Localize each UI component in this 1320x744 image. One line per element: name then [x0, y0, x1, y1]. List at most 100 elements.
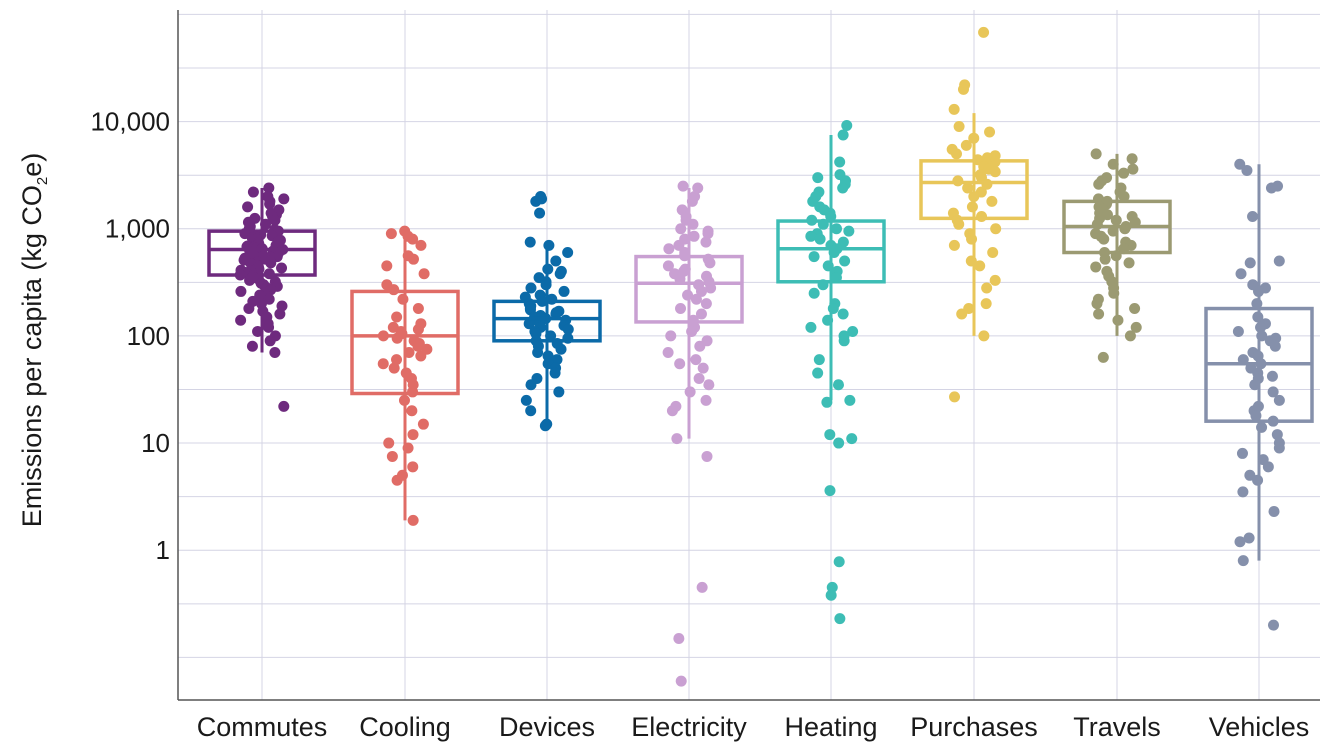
data-point — [805, 321, 817, 333]
data-point — [417, 418, 429, 430]
data-point — [1112, 314, 1124, 326]
data-point — [398, 394, 410, 406]
data-point — [966, 201, 978, 213]
data-point — [260, 218, 272, 230]
data-point — [692, 182, 704, 194]
y-axis-ticks: 1 10 100 1,000 10,000 — [90, 107, 170, 566]
data-point — [981, 282, 993, 294]
data-point — [1108, 287, 1120, 299]
data-point — [1118, 243, 1130, 255]
data-point — [824, 429, 836, 441]
data-point — [1267, 619, 1279, 631]
data-point — [412, 340, 424, 352]
data-point — [263, 182, 275, 194]
data-point — [1273, 442, 1285, 454]
data-point — [523, 318, 535, 330]
data-point — [550, 255, 562, 267]
data-point — [377, 358, 389, 370]
data-point — [675, 303, 687, 315]
x-tick-label-commutes: Commutes — [197, 712, 328, 742]
data-point — [536, 295, 548, 307]
data-point — [553, 386, 565, 398]
data-point — [407, 514, 419, 526]
data-point — [1237, 555, 1249, 567]
data-point — [974, 260, 986, 272]
data-point — [1093, 178, 1105, 190]
data-point — [832, 379, 844, 391]
data-point — [978, 330, 990, 342]
data-point — [1127, 163, 1139, 175]
data-point — [825, 211, 837, 223]
data-point — [412, 303, 424, 315]
data-point — [1110, 214, 1122, 226]
data-point — [1129, 303, 1141, 315]
data-point — [234, 269, 246, 281]
data-point — [1243, 532, 1255, 544]
data-point — [388, 362, 400, 374]
data-point — [837, 308, 849, 320]
data-point — [1126, 153, 1138, 165]
data-point — [839, 255, 851, 267]
series-purchases — [919, 26, 1029, 403]
data-point — [978, 26, 990, 38]
data-point — [1090, 148, 1102, 160]
data-point — [948, 103, 960, 115]
data-point — [1266, 370, 1278, 382]
data-point — [827, 303, 839, 315]
data-point — [700, 236, 712, 248]
data-point — [388, 284, 400, 296]
series-devices — [492, 190, 602, 432]
data-point — [833, 437, 845, 449]
data-point — [837, 129, 849, 141]
data-point — [542, 350, 554, 362]
data-point — [705, 282, 717, 294]
data-point — [682, 289, 694, 301]
data-point — [1124, 330, 1136, 342]
data-point — [545, 330, 557, 342]
data-point — [673, 632, 685, 644]
data-point — [822, 314, 834, 326]
data-point — [695, 285, 707, 297]
data-point — [986, 195, 998, 207]
data-point — [1234, 158, 1246, 170]
data-point — [953, 120, 965, 132]
data-point — [662, 260, 674, 272]
data-point — [1268, 505, 1280, 517]
data-point — [276, 262, 288, 274]
data-point — [1273, 255, 1285, 267]
box-series — [207, 26, 1314, 687]
data-point — [1090, 261, 1102, 273]
data-point — [980, 298, 992, 310]
data-point — [243, 303, 255, 315]
x-axis-ticks: Commutes Cooling Devices Electricity Heating… — [197, 712, 1310, 742]
data-point — [966, 233, 978, 245]
data-point — [543, 239, 555, 251]
data-point — [817, 279, 829, 291]
data-point — [383, 437, 395, 449]
data-point — [525, 379, 537, 391]
data-point — [674, 358, 686, 370]
series-cooling — [350, 225, 460, 526]
data-point — [1107, 225, 1119, 237]
data-point — [830, 272, 842, 284]
axes — [177, 10, 1320, 701]
data-point — [1256, 421, 1268, 433]
data-point — [675, 675, 687, 687]
data-point — [989, 274, 1001, 286]
data-point — [976, 211, 988, 223]
y-tick-label: 1 — [156, 535, 170, 565]
data-point — [407, 461, 419, 473]
data-point — [386, 450, 398, 462]
data-point — [407, 233, 419, 245]
data-point — [837, 182, 849, 194]
series-travels — [1062, 148, 1172, 363]
data-point — [833, 556, 845, 568]
data-point — [694, 340, 706, 352]
data-point — [264, 198, 276, 210]
grid — [178, 10, 1320, 700]
data-point — [989, 166, 1001, 178]
data-point — [252, 325, 264, 337]
data-point — [843, 225, 855, 237]
data-point — [1247, 211, 1259, 223]
data-point — [558, 285, 570, 297]
